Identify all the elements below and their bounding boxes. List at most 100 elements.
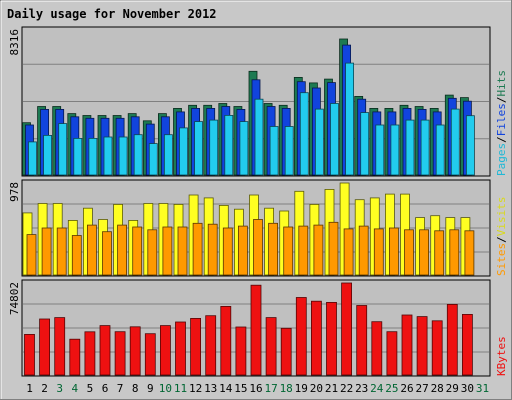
day-label-21: 21: [325, 382, 338, 395]
pages-bar-day-29: [450, 108, 460, 176]
kbytes-bar-day-13: [205, 315, 217, 376]
volume-legend: KBytes: [495, 336, 508, 376]
sites-bar-day-25: [388, 227, 399, 276]
pages-bar-day-26: [405, 119, 415, 176]
day-label-11: 11: [174, 382, 187, 395]
day-label-4: 4: [71, 382, 78, 395]
day-label-30: 30: [461, 382, 474, 395]
traffic-legend: Pages/Files/Hits: [495, 70, 508, 176]
day-label-6: 6: [102, 382, 109, 395]
kbytes-bar-day-25: [386, 331, 398, 376]
legend-separator: /: [495, 136, 508, 143]
pages-bar-day-10: [163, 134, 173, 176]
pages-bar-day-11: [179, 127, 188, 176]
pages-bar-day-24: [375, 124, 385, 176]
kbytes-bar-day-30: [461, 313, 473, 376]
pages-bar-day-22: [345, 62, 355, 176]
pages-bar-day-21: [330, 103, 339, 176]
kbytes-bar-day-9: [144, 333, 156, 376]
kbytes-bar-day-21: [326, 301, 337, 376]
day-label-17: 17: [264, 382, 277, 395]
legend-separator: /: [495, 236, 508, 243]
kbytes-bar-day-7: [114, 331, 126, 376]
pages-bar-day-13: [209, 119, 219, 176]
pages-bar-day-28: [435, 124, 445, 176]
kbytes-bar-day-10: [159, 325, 171, 376]
day-label-8: 8: [132, 382, 139, 395]
traffic-max-label: 8316: [8, 29, 21, 56]
sites-bar-day-19: [298, 225, 309, 276]
y-axis-max-labels: 8316 978 74802: [8, 29, 21, 315]
day-label-26: 26: [400, 382, 413, 395]
chart-panels: [21, 26, 491, 377]
sites-bar-day-16: [253, 219, 263, 276]
day-label-25: 25: [385, 382, 398, 395]
sites-bar-day-6: [102, 231, 112, 276]
sites-bar-day-29: [449, 229, 460, 276]
sites-bar-day-20: [313, 224, 324, 276]
day-label-5: 5: [87, 382, 94, 395]
day-label-9: 9: [147, 382, 154, 395]
sites-bar-day-7: [117, 224, 127, 276]
legend-pages: Pages: [495, 143, 508, 176]
sites-bar-day-30: [464, 230, 475, 276]
pages-bar-day-15: [239, 121, 249, 176]
pages-bar-day-20: [314, 108, 324, 176]
pages-bar-day-5: [88, 137, 98, 176]
legend-visits: Visits: [495, 197, 508, 237]
sites-bar-day-10: [162, 226, 173, 276]
pages-bar-day-1: [28, 141, 37, 176]
kbytes-bar-day-20: [310, 300, 322, 376]
kbytes-bar-day-28: [431, 320, 443, 376]
kbytes-bar-day-11: [175, 321, 186, 376]
sites-bar-day-5: [87, 224, 97, 276]
sites-bar-day-28: [434, 230, 445, 276]
day-label-7: 7: [117, 382, 124, 395]
pages-bar-day-7: [118, 136, 128, 176]
visitors-max-label: 978: [8, 182, 21, 202]
pages-bar-day-4: [73, 137, 83, 176]
day-label-1: 1: [26, 382, 33, 395]
kbytes-bar-day-23: [356, 305, 368, 376]
day-label-2: 2: [41, 382, 48, 395]
pages-bar-day-25: [390, 124, 400, 176]
sites-bar-day-27: [419, 229, 430, 276]
sites-bar-day-23: [358, 225, 369, 276]
volume-panel: [21, 279, 491, 377]
day-label-19: 19: [295, 382, 308, 395]
sites-bar-day-8: [132, 226, 143, 276]
legend-kbytes: KBytes: [495, 336, 508, 376]
kbytes-bar-day-8: [129, 326, 141, 376]
sites-bar-day-12: [192, 222, 203, 276]
day-label-24: 24: [370, 382, 384, 395]
pages-bar-day-8: [133, 134, 143, 176]
pages-bar-day-12: [194, 121, 204, 176]
pages-bar-day-6: [103, 136, 113, 176]
volume-max-label: 74802: [8, 282, 21, 315]
kbytes-bar-day-17: [265, 317, 277, 376]
kbytes-bar-day-6: [99, 325, 111, 376]
sites-bar-day-22: [343, 228, 354, 276]
sites-bar-day-9: [147, 229, 158, 276]
legend-files: Files: [495, 103, 508, 136]
day-label-10: 10: [159, 382, 172, 395]
kbytes-bar-day-14: [220, 305, 232, 376]
visitors-legend: Sites/Visits: [495, 197, 508, 277]
sites-bar-day-24: [373, 228, 384, 276]
sites-bar-day-4: [71, 235, 82, 276]
day-label-18: 18: [280, 382, 293, 395]
sites-bar-day-1: [26, 234, 37, 276]
kbytes-bar-day-4: [69, 338, 81, 376]
kbytes-bar-day-16: [250, 284, 262, 376]
visitors-panel: [21, 179, 491, 277]
legend-hits: Hits: [495, 70, 508, 97]
pages-bar-day-17: [269, 126, 279, 176]
kbytes-bar-day-12: [190, 317, 202, 376]
sites-bar-day-18: [283, 226, 294, 276]
day-label-22: 22: [340, 382, 353, 395]
kbytes-bar-day-27: [416, 316, 428, 376]
pages-bar-day-9: [148, 143, 158, 176]
sites-bar-day-3: [56, 227, 67, 276]
